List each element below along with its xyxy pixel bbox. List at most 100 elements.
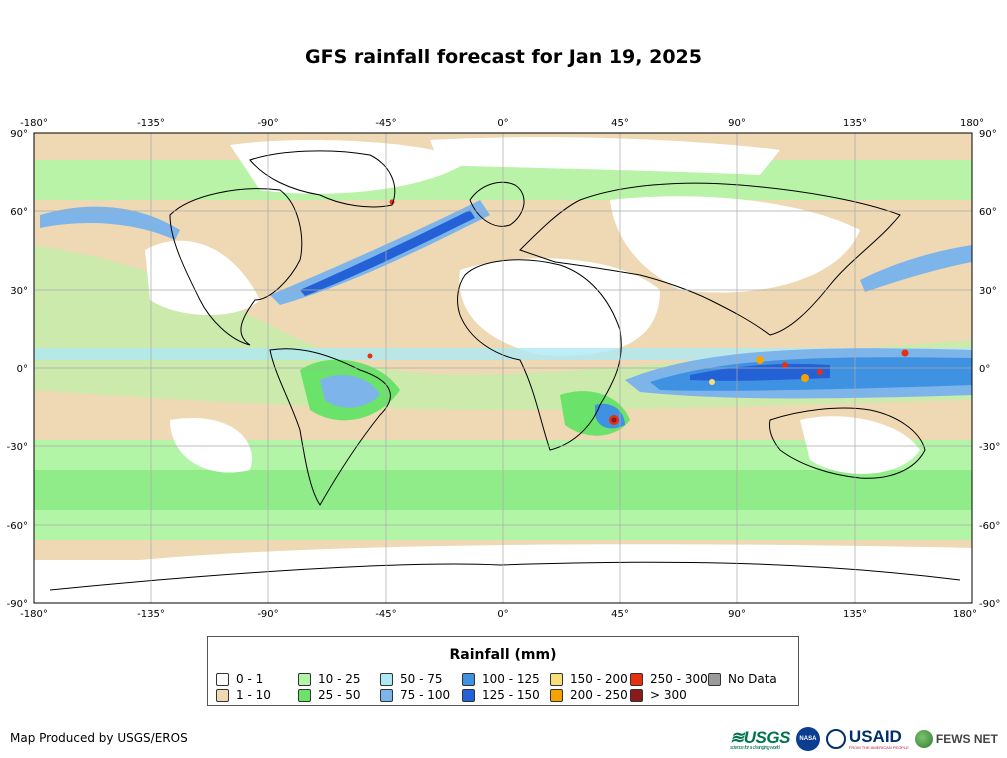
legend-title: Rainfall (mm) [449, 647, 557, 663]
lat-tick-label: 30° [10, 286, 28, 297]
legend-swatch [298, 672, 311, 686]
lon-tick-label: 0° [497, 118, 508, 129]
lon-tick-label: 90° [728, 118, 746, 129]
legend-label: > 300 [650, 688, 687, 702]
legend-swatch [550, 688, 563, 702]
map-title: GFS rainfall forecast for Jan 19, 2025 [305, 46, 702, 68]
lon-tick-label: -45° [375, 609, 396, 620]
sahara-dry [459, 258, 660, 356]
lon-tick-label: 90° [728, 609, 746, 620]
lon-tick-label: 135° [843, 118, 867, 129]
map-credit: Map Produced by USGS/EROS [10, 731, 188, 745]
legend-swatch [298, 688, 311, 702]
legend-label: 1 - 10 [236, 688, 271, 702]
legend-swatch [216, 672, 229, 686]
legend-item: No Data [708, 671, 778, 687]
legend-items: 0 - 1 1 - 10 10 - 25 25 - 50 50 - 75 75 - 100… [216, 671, 778, 703]
australia-dry [800, 416, 920, 474]
lon-tick-label: 180° [953, 609, 977, 620]
lon-tick-label: 180° [960, 118, 984, 129]
legend-swatch [380, 688, 393, 702]
lat-tick-label: 90° [10, 129, 28, 140]
legend-swatch [462, 688, 475, 702]
rainfall-map: -180° -135° -90° -45° 0° 45° 90° 135° 18… [7, 118, 1001, 620]
usaid-logo-text: USAID [848, 726, 902, 746]
north-america-dry [145, 240, 260, 315]
legend-item: 250 - 300 [630, 671, 708, 687]
lat-tick-label: -60° [7, 521, 28, 532]
coastlines [49, 150, 961, 591]
lon-tick-label: 45° [611, 609, 629, 620]
legend-swatch [216, 688, 229, 702]
lon-tick-label: 135° [843, 609, 867, 620]
usaid-tagline: FROM THE AMERICAN PEOPLE [848, 744, 909, 750]
legend-item: 125 - 150 [462, 687, 550, 703]
lon-tick-label: -180° [20, 609, 48, 620]
lon-tick-label: -135° [137, 118, 165, 129]
globe-icon [914, 730, 933, 748]
legend-label: 25 - 50 [318, 688, 361, 702]
fews-net-logo-text: FEWS NET [935, 732, 998, 746]
usaid-seal-icon [825, 729, 846, 749]
legend-swatch [462, 672, 475, 686]
legend-swatch [550, 672, 563, 686]
left-lat-labels: 90° 60° 30° 0° -30° -60° -90° [7, 129, 28, 610]
lat-tick-label: -90° [979, 599, 1000, 610]
lon-tick-label: -90° [257, 118, 278, 129]
lat-tick-label: 30° [979, 286, 997, 297]
greenland-dry [230, 140, 470, 194]
legend-item: > 300 [630, 687, 708, 703]
lat-tick-label: -30° [7, 442, 28, 453]
legend-label: 200 - 250 [570, 688, 628, 702]
legend-swatch [380, 672, 393, 686]
lon-tick-label: -90° [257, 609, 278, 620]
lat-tick-label: 0° [979, 364, 990, 375]
legend-item: 50 - 75 [380, 671, 462, 687]
legend-item: 25 - 50 [298, 687, 380, 703]
partner-logos: ≋USGS science for a changing world NASA … [730, 726, 998, 752]
legend-swatch [630, 672, 643, 686]
legend-swatch [708, 672, 721, 686]
lat-tick-label: 60° [10, 207, 28, 218]
usgs-logo: ≋USGS science for a changing world [730, 728, 790, 751]
rainfall-legend: Rainfall (mm) 0 - 1 1 - 10 10 - 25 25 - 50 5… [207, 636, 799, 706]
legend-item: 100 - 125 [462, 671, 550, 687]
bottom-lon-labels: -180° -135° -90° -45° 0° 45° 90° 135° 18… [20, 609, 977, 620]
usgs-tagline: science for a changing world [730, 744, 780, 751]
usgs-logo-text: ≋USGS [730, 727, 790, 747]
lat-tick-label: 0° [17, 364, 28, 375]
lon-tick-label: -45° [375, 118, 396, 129]
graticule [34, 133, 972, 603]
lat-tick-label: -30° [979, 442, 1000, 453]
asia-dry [610, 196, 860, 293]
lon-tick-label: 0° [497, 609, 508, 620]
legend-item: 75 - 100 [380, 687, 462, 703]
top-lon-labels: -180° -135° -90° -45° 0° 45° 90° 135° 18… [20, 118, 984, 129]
north-pacific-track [40, 206, 180, 240]
lat-tick-label: -90° [7, 599, 28, 610]
right-lat-labels: 90° 60° 30° 0° -30° -60° -90° [979, 129, 1000, 610]
usaid-logo: USAID FROM THE AMERICAN PEOPLE [825, 726, 909, 750]
legend-item: 200 - 250 [550, 687, 630, 703]
nasa-logo: NASA [795, 727, 820, 751]
lon-tick-label: -135° [137, 609, 165, 620]
legend-swatch [630, 688, 643, 702]
lon-tick-label: 45° [611, 118, 629, 129]
lat-tick-label: 90° [979, 129, 997, 140]
legend-label: 250 - 300 [650, 672, 708, 686]
legend-label: 0 - 1 [236, 672, 264, 686]
map-frame [33, 132, 973, 604]
legend-item: 10 - 25 [298, 671, 380, 687]
lat-tick-label: -60° [979, 521, 1000, 532]
lat-tick-label: 60° [979, 207, 997, 218]
fews-net-logo: FEWS NET [914, 730, 998, 748]
lon-tick-label: -180° [20, 118, 48, 129]
legend-label: 75 - 100 [400, 688, 451, 702]
legend-item: 1 - 10 [216, 687, 298, 703]
legend-item: 0 - 1 [216, 671, 298, 687]
legend-item: 150 - 200 [550, 671, 630, 687]
legend-label: 10 - 25 [318, 672, 361, 686]
legend-label: 150 - 200 [570, 672, 628, 686]
legend-label: No Data [728, 672, 777, 686]
legend-label: 50 - 75 [400, 672, 443, 686]
